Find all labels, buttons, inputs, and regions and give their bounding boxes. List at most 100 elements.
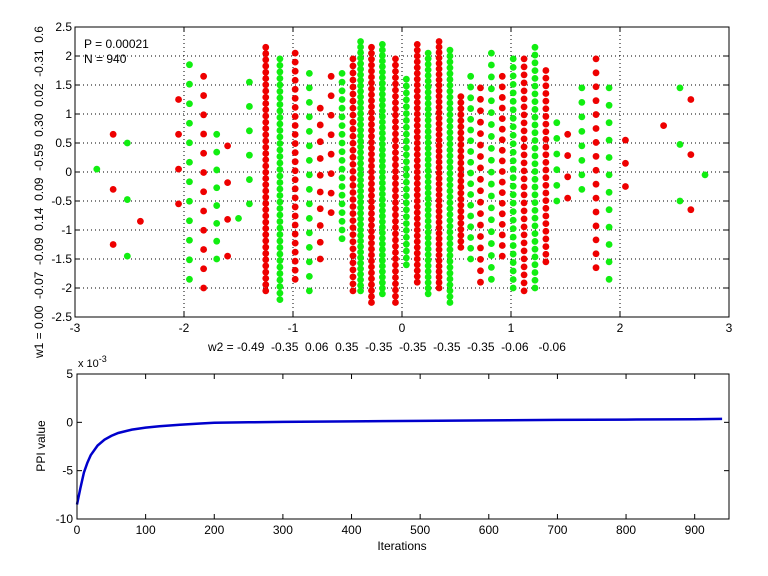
scatter-point [305,127,313,135]
scatter-point [338,165,346,173]
x-tick-label: 3 [726,321,733,335]
scatter-point [349,287,357,295]
scatter-point [553,119,561,127]
scatter-point [446,134,454,142]
scatter-point [200,246,208,253]
scatter-point [349,90,357,98]
scatter-point [477,130,484,138]
scatter-point [520,239,528,247]
scatter-point [378,63,386,70]
scatter-point [446,52,454,60]
scatter-point [338,70,346,77]
scatter-point [262,200,270,207]
scatter-point [291,103,299,111]
scatter-point [291,149,299,157]
scatter-point [531,137,539,144]
scatter-point [357,110,364,117]
scatter-point [457,165,465,173]
scatter-point [477,164,484,172]
scatter-point [338,209,346,217]
scatter-point [262,125,270,132]
scatter-point [392,280,399,288]
scatter-point [338,191,346,199]
scatter-point [520,199,528,207]
scatter-point [368,245,375,253]
scatter-point [435,131,443,139]
y-tick-label: 2 [65,49,72,63]
y-tick-label: -2 [61,281,72,295]
scatter-point [349,252,357,260]
scatter-point [487,49,495,57]
scatter-point [378,52,386,59]
scatter-point [349,146,357,154]
scatter-point [413,64,421,71]
scatter-point [276,263,284,271]
scatter-point [291,76,299,84]
scatter-point [435,202,443,210]
scatter-point [378,85,386,93]
scatter-point [291,49,299,57]
scatter-point [509,284,517,292]
scatter-point [467,137,475,145]
scatter-point [509,72,517,80]
scatter-point [276,257,284,264]
scatter-point [378,234,386,242]
scatter-point [402,206,410,214]
scatter-point [435,251,443,259]
scatter-point [424,72,432,79]
scatter-point [531,168,539,175]
scatter-point [467,212,475,220]
scatter-point [357,93,364,101]
scatter-point [338,183,346,190]
scatter-point [509,140,517,148]
scatter-point [368,204,375,211]
scatter-point [413,52,421,60]
scatter-point [467,244,475,252]
scatter-point [509,259,517,266]
scatter-point [413,81,421,89]
scatter-point [276,289,284,297]
scatter-point [200,111,208,119]
scatter-point [435,60,443,67]
scatter-point [276,244,284,251]
scatter-point [392,224,399,231]
scatter-point [123,196,131,203]
scatter-point [349,238,357,246]
scatter-point [457,111,465,119]
scatter-point [498,252,506,260]
scatter-point [316,188,324,196]
scatter-point [520,159,528,167]
scatter-point [457,237,465,245]
scatter-point [349,104,357,112]
annotation-n-count: N = 940 [84,52,127,66]
scatter-point [413,180,421,188]
scatter-point [509,182,517,190]
scatter-point [276,88,284,95]
x-tick-label: 400 [342,523,362,537]
scatter-point [349,153,357,161]
scatter-point [498,210,506,218]
scatter-point [213,148,221,156]
scatter-point [435,235,443,243]
scatter-point [392,174,399,181]
scatter-point [349,280,357,288]
scatter-points [93,38,709,306]
scatter-point [378,229,386,237]
scatter-point [457,141,465,149]
scatter-point [368,281,375,289]
scatter-point [424,228,432,236]
scatter-point [357,187,364,195]
scatter-point [378,118,386,126]
scatter-point [357,76,364,84]
scatter-point [542,250,550,258]
scatter-point [262,112,270,120]
scatter-point [467,83,475,91]
scatter-point [605,258,613,266]
scatter-point [291,185,299,193]
scatter-point [338,157,346,164]
scatter-point [413,209,421,217]
scatter-point [368,299,375,306]
scatter-point [291,194,299,202]
scatter-point [276,146,284,154]
scatter-point [578,142,586,150]
